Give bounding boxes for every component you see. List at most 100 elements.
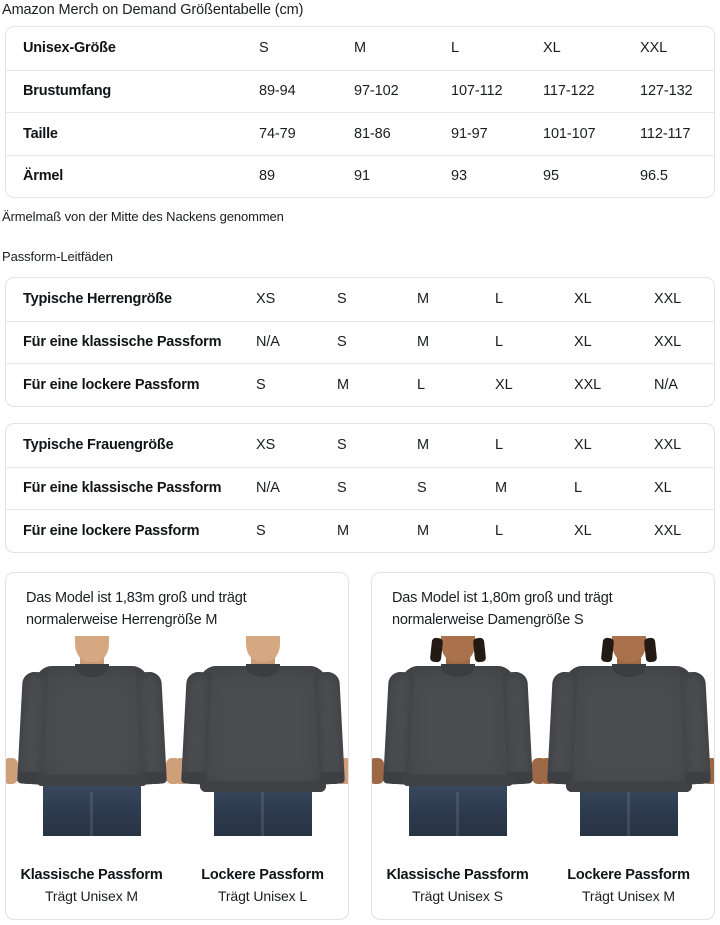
table-cell: XXL <box>654 437 682 454</box>
womens-fit-guide-table: Typische Frauengröße XS S M L XL XXL Für… <box>5 423 715 553</box>
table-cell: N/A <box>256 480 280 497</box>
collar-shape <box>611 664 646 677</box>
female-model-illustration <box>372 636 547 836</box>
table-cell: M <box>417 291 429 308</box>
table-cell: 81-86 <box>354 125 391 142</box>
table-cell: 127-132 <box>640 83 693 100</box>
table-row: Für eine klassische Passform N/A S M L X… <box>6 320 714 364</box>
table-cell: 101-107 <box>543 125 596 142</box>
male-card-labels: Klassische Passform Trägt Unisex M Locke… <box>6 864 348 907</box>
sweatshirt-shape <box>382 664 533 786</box>
female-card-labels: Klassische Passform Trägt Unisex S Locke… <box>372 864 714 907</box>
jeans-shape <box>408 778 507 836</box>
table-cell: XXL <box>574 376 602 393</box>
table-cell: XXL <box>654 291 682 308</box>
table-cell: XL <box>654 480 672 497</box>
jeans-shape <box>42 778 141 836</box>
hem-shape <box>565 781 692 792</box>
left-sleeve-shape <box>180 671 212 785</box>
table-cell: M <box>417 334 429 351</box>
table-cell: 89-94 <box>259 83 296 100</box>
hem-shape <box>401 775 514 786</box>
row-label: Für eine klassische Passform <box>23 480 222 497</box>
male-model-card: Das Model ist 1,83m groß und trägt norma… <box>5 572 349 920</box>
mens-fit-guide-table: Typische Herrengröße XS S M L XL XXL Für… <box>5 277 715 407</box>
table-cell: L <box>495 522 503 539</box>
table-header-row: Unisex-Größe S M L XL XXL <box>6 27 714 70</box>
male-model-illustration <box>6 636 181 836</box>
left-sleeve-shape <box>546 671 578 785</box>
hair-icon <box>429 637 443 663</box>
table-cell: XL <box>574 522 592 539</box>
table-row: Für eine klassische Passform N/A S S M L… <box>6 466 714 510</box>
male-model-illustration <box>173 636 348 836</box>
right-sleeve-shape <box>679 671 711 785</box>
fit-guides-heading: Passform-Leitfäden <box>2 249 113 264</box>
table-row: Für eine lockere Passform S M L XL XXL N… <box>6 363 714 406</box>
hair-icon <box>472 637 486 663</box>
fit-size: Trägt Unisex S <box>412 888 503 904</box>
column-header-l: L <box>451 40 459 57</box>
row-label: Taille <box>23 125 58 142</box>
table-cell: S <box>256 376 266 393</box>
head-icon <box>611 636 646 662</box>
left-hand-shape <box>6 758 18 784</box>
table-row: Ärmel 89 91 93 95 96.5 <box>6 154 714 198</box>
female-model-card: Das Model ist 1,80m groß und trägt norma… <box>371 572 715 920</box>
table-cell: 112-117 <box>640 125 691 142</box>
table-cell: M <box>495 480 507 497</box>
male-classic-fit-figure <box>6 636 181 836</box>
fit-size: Trägt Unisex L <box>217 888 308 904</box>
fit-name: Lockere Passform <box>567 867 690 883</box>
female-classic-fit-figure <box>372 636 547 836</box>
table-cell: S <box>417 480 427 497</box>
table-cell: N/A <box>256 334 280 351</box>
hem-shape <box>199 781 326 792</box>
female-classic-fit-label: Klassische Passform Trägt Unisex S <box>372 864 543 907</box>
table-cell: M <box>417 437 429 454</box>
sweatshirt-shape <box>180 664 345 792</box>
fit-size: Trägt Unisex M <box>582 888 675 904</box>
sweatshirt-shape <box>16 664 167 786</box>
sweatshirt-shape <box>546 664 711 792</box>
table-row: Taille 74-79 81-86 91-97 101-107 112-117 <box>6 112 714 155</box>
head-icon <box>245 636 280 662</box>
row-label: Brustumfang <box>23 83 112 100</box>
column-header-m: M <box>354 40 366 57</box>
table-cell: XL <box>574 334 592 351</box>
collar-shape <box>245 664 280 677</box>
page-title: Amazon Merch on Demand Größentabelle (cm… <box>2 2 304 18</box>
hair-icon <box>643 637 657 663</box>
table-cell: 89 <box>259 168 275 185</box>
male-classic-fit-label: Klassische Passform Trägt Unisex M <box>6 864 177 907</box>
table-cell: M <box>337 376 349 393</box>
column-header-xxl: XXL <box>640 40 668 57</box>
head-icon <box>74 636 109 662</box>
table-cell: 117-122 <box>543 83 595 100</box>
hem-shape <box>35 775 148 786</box>
table-cell: L <box>495 437 503 454</box>
table-cell: S <box>337 480 347 497</box>
right-sleeve-shape <box>135 671 167 785</box>
table-cell: 97-102 <box>354 83 399 100</box>
table-cell: L <box>495 291 503 308</box>
column-header-xl: XL <box>543 40 561 57</box>
male-relaxed-fit-figure <box>173 636 348 836</box>
table-cell: XL <box>574 437 592 454</box>
head-icon <box>440 636 475 662</box>
table-cell: L <box>495 334 503 351</box>
table-cell: XXL <box>654 522 682 539</box>
row-label: Unisex-Größe <box>23 40 116 57</box>
right-sleeve-shape <box>313 671 345 785</box>
table-row: Typische Herrengröße XS S M L XL XXL <box>6 278 714 321</box>
female-model-figures <box>372 636 714 836</box>
row-label: Für eine lockere Passform <box>23 376 200 393</box>
table-cell: 91-97 <box>451 125 488 142</box>
table-cell: XS <box>256 437 276 454</box>
hair-icon <box>600 637 614 663</box>
table-cell: 95 <box>543 168 559 185</box>
female-model-caption: Das Model ist 1,80m groß und trägt norma… <box>392 590 613 628</box>
female-model-illustration <box>539 636 714 836</box>
sleeve-measurement-note: Ärmelmaß von der Mitte des Nackens genom… <box>2 209 284 224</box>
